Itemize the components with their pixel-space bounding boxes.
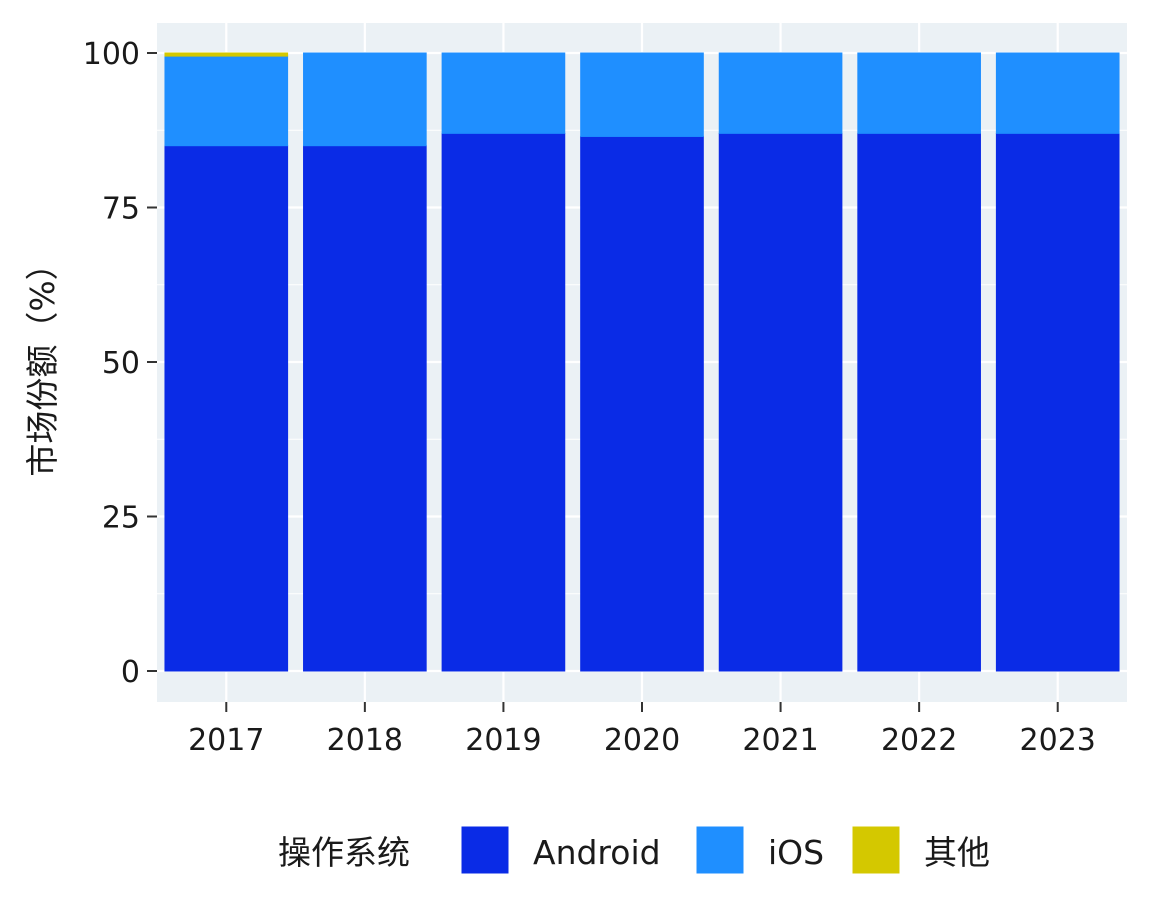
bar-Android-2020 [580, 135, 704, 672]
bar-iOS-2018 [303, 52, 427, 147]
bar-iOS-2023 [995, 52, 1120, 134]
x-tick-label: 2020 [604, 723, 680, 758]
bar-Android-2021 [718, 132, 843, 672]
y-axis-title: 市场份额（%） [23, 247, 62, 476]
bar-iOS-2019 [441, 52, 566, 134]
legend-label-iOS: iOS [768, 833, 824, 872]
x-tick-label: 2019 [465, 723, 541, 758]
x-tick-label: 2021 [742, 723, 818, 758]
legend: 操作系统 Android iOS 其他 [278, 826, 990, 874]
y-axis: 0 25 50 75 100 [83, 37, 157, 690]
x-tick-label: 2018 [327, 723, 403, 758]
y-tick-label: 0 [121, 655, 140, 690]
y-tick-label: 100 [83, 37, 140, 72]
y-tick-label: 25 [102, 501, 140, 536]
bar-iOS-2020 [580, 52, 704, 137]
legend-title: 操作系统 [278, 833, 410, 872]
y-tick-label: 75 [102, 192, 140, 227]
bar-Android-2019 [441, 132, 566, 672]
bar-Android-2018 [303, 145, 427, 672]
bar-Android-2017 [164, 145, 289, 672]
bar-iOS-2021 [718, 52, 843, 134]
x-tick-label: 2017 [188, 723, 264, 758]
legend-key-Android [461, 826, 509, 874]
x-axis: 2017 2018 2019 2020 2021 2022 2023 [188, 702, 1096, 758]
legend-key-iOS [696, 826, 744, 874]
x-tick-label: 2023 [1020, 723, 1096, 758]
y-tick-label: 50 [102, 346, 140, 381]
legend-label-其他: 其他 [924, 833, 990, 872]
x-tick-label: 2022 [881, 723, 957, 758]
bars [164, 52, 1120, 672]
bar-Android-2023 [995, 132, 1120, 672]
bar-Android-2022 [857, 132, 981, 672]
bar-iOS-2017 [164, 55, 289, 147]
legend-key-其他 [852, 826, 900, 874]
bar-iOS-2022 [857, 52, 981, 134]
legend-label-Android: Android [533, 833, 661, 872]
bar-其他-2017 [164, 52, 289, 57]
